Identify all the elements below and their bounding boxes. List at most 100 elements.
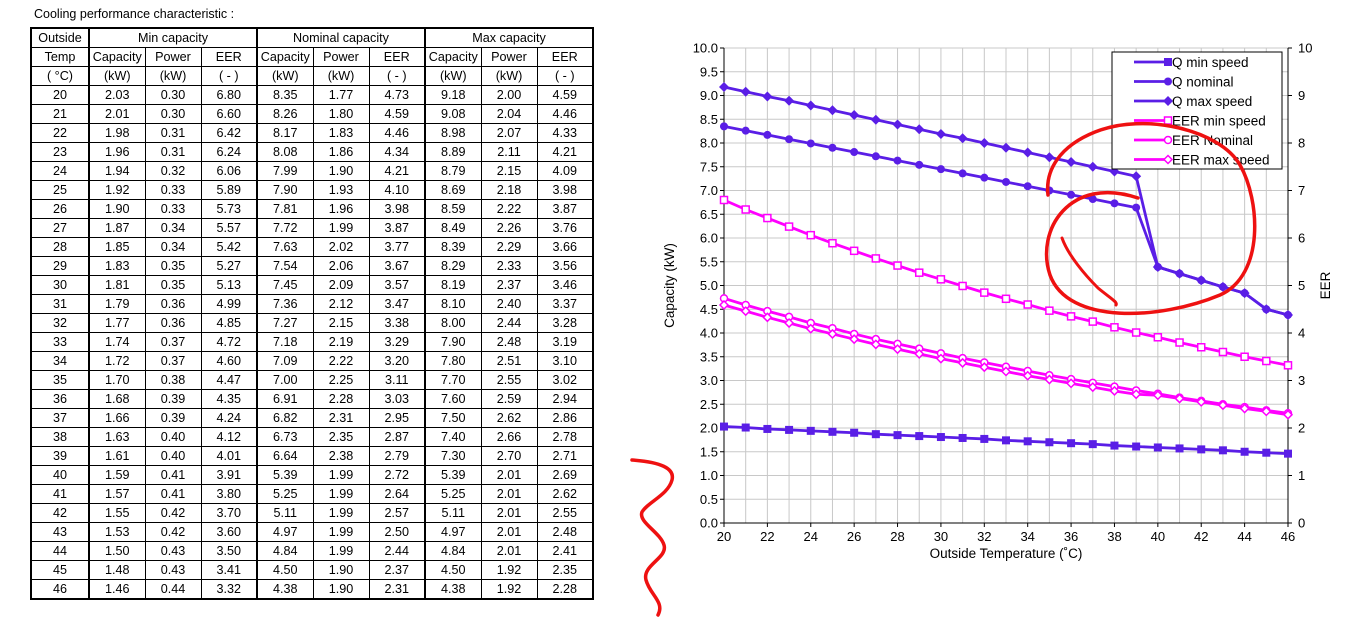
value-cell: 0.41 (144, 465, 202, 485)
data-point (762, 312, 773, 323)
data-point (1261, 304, 1272, 315)
value-cell: 1.92 (480, 560, 538, 580)
data-point (784, 317, 795, 329)
data-point (893, 261, 902, 270)
value-cell: 3.56 (536, 256, 594, 276)
table-row: 45 1.48 0.43 3.41 4.50 1.90 2.37 4.50 1.92 2.35 (30, 560, 594, 580)
data-point (958, 281, 967, 291)
value-cell: 4.38 (424, 579, 482, 600)
value-cell: 3.91 (200, 465, 258, 485)
y2-tick-label: 10 (1298, 41, 1312, 56)
value-cell: 6.91 (256, 389, 314, 409)
value-cell: 9.08 (424, 104, 482, 124)
value-cell: 2.95 (368, 408, 426, 428)
data-point (741, 205, 750, 214)
value-cell: 4.21 (368, 161, 426, 181)
value-cell: 0.40 (144, 446, 202, 466)
value-cell: 2.01 (480, 484, 538, 504)
value-cell: 1.99 (312, 522, 370, 542)
value-cell: 2.48 (480, 332, 538, 352)
handwritten-annotations (1044, 121, 1257, 316)
value-cell: 2.44 (368, 541, 426, 561)
value-cell: 1.99 (312, 465, 370, 485)
value-cell: 1.74 (88, 332, 146, 352)
y2-tick-label: 4 (1298, 326, 1305, 341)
header-eer: EER (368, 47, 426, 67)
value-cell: 9.18 (424, 85, 482, 105)
value-cell: 7.72 (256, 218, 314, 238)
data-point (850, 428, 859, 437)
table-row: 24 1.94 0.32 6.06 7.99 1.90 4.21 8.79 2.15 4.09 (30, 161, 594, 181)
data-point (936, 165, 945, 174)
data-point (1045, 306, 1054, 315)
data-point (784, 95, 795, 106)
header-unit-kw: (kW) (88, 66, 146, 86)
data-point (1239, 403, 1250, 414)
value-cell: 0.37 (144, 332, 202, 352)
value-cell: 7.99 (256, 161, 314, 181)
value-cell: 7.40 (424, 427, 482, 447)
header-power: Power (312, 47, 370, 67)
table-row: 32 1.77 0.36 4.85 7.27 2.15 3.38 8.00 2.44 3.28 (30, 313, 594, 333)
value-cell: 2.01 (88, 104, 146, 124)
data-point (763, 213, 772, 223)
value-cell: 4.46 (368, 123, 426, 143)
temp-cell: 21 (30, 104, 90, 124)
value-cell: 2.66 (480, 427, 538, 447)
table-row: 28 1.85 0.34 5.42 7.63 2.02 3.77 8.39 2.29 3.66 (30, 237, 594, 257)
value-cell: 0.38 (144, 370, 202, 390)
value-cell: 0.35 (144, 256, 202, 276)
data-point (1284, 449, 1292, 458)
value-cell: 0.44 (144, 579, 202, 600)
value-cell: 2.01 (480, 503, 538, 523)
temp-cell: 38 (30, 427, 90, 447)
value-cell: 1.57 (88, 484, 146, 504)
value-cell: 2.28 (536, 579, 594, 600)
value-cell: 1.50 (88, 541, 146, 561)
data-point (1109, 385, 1120, 397)
data-point (741, 423, 750, 432)
value-cell: 2.09 (312, 275, 370, 295)
value-cell: 5.42 (200, 237, 258, 257)
y-tick-label: 3.5 (700, 349, 718, 364)
header-unit-none: ( - ) (200, 66, 258, 86)
value-cell: 4.12 (200, 427, 258, 447)
value-cell: 4.34 (368, 142, 426, 162)
data-point (1087, 382, 1098, 393)
series-eer-max-speed (718, 299, 1294, 420)
value-cell: 4.33 (536, 123, 594, 143)
value-cell: 2.87 (368, 427, 426, 447)
value-cell: 5.13 (200, 275, 258, 295)
data-point (1002, 177, 1010, 186)
data-point (1132, 442, 1141, 451)
value-cell: 1.96 (312, 199, 370, 219)
x-tick-label: 30 (934, 529, 948, 544)
value-cell: 8.10 (424, 294, 482, 314)
value-cell: 4.84 (256, 541, 314, 561)
value-cell: 7.70 (424, 370, 482, 390)
value-cell: 3.87 (536, 199, 594, 219)
value-cell: 2.37 (368, 560, 426, 580)
value-cell: 1.53 (88, 522, 146, 542)
data-point (1067, 439, 1076, 448)
value-cell: 7.90 (256, 180, 314, 200)
y-tick-label: 7.5 (700, 159, 718, 174)
data-point (1131, 328, 1141, 337)
value-cell: 1.86 (312, 142, 370, 162)
legend-marker (1163, 116, 1173, 125)
data-point (1001, 142, 1011, 153)
value-cell: 6.80 (200, 85, 258, 105)
data-point (741, 126, 750, 135)
value-cell: 1.90 (312, 579, 370, 600)
header-power: Power (480, 47, 538, 67)
value-cell: 5.27 (200, 256, 258, 276)
y2-tick-label: 1 (1298, 468, 1305, 483)
value-cell: 7.90 (424, 332, 482, 352)
value-cell: 2.79 (368, 446, 426, 466)
x-tick-label: 46 (1281, 529, 1295, 544)
red-underline-annotation (1060, 236, 1118, 307)
data-point (1175, 338, 1184, 347)
table-row: 33 1.74 0.37 4.72 7.18 2.19 3.29 7.90 2.48 3.19 (30, 332, 594, 352)
value-cell: 2.70 (480, 446, 538, 466)
table-row: 46 1.46 0.44 3.32 4.38 1.90 2.31 4.38 1.92 2.28 (30, 579, 594, 600)
